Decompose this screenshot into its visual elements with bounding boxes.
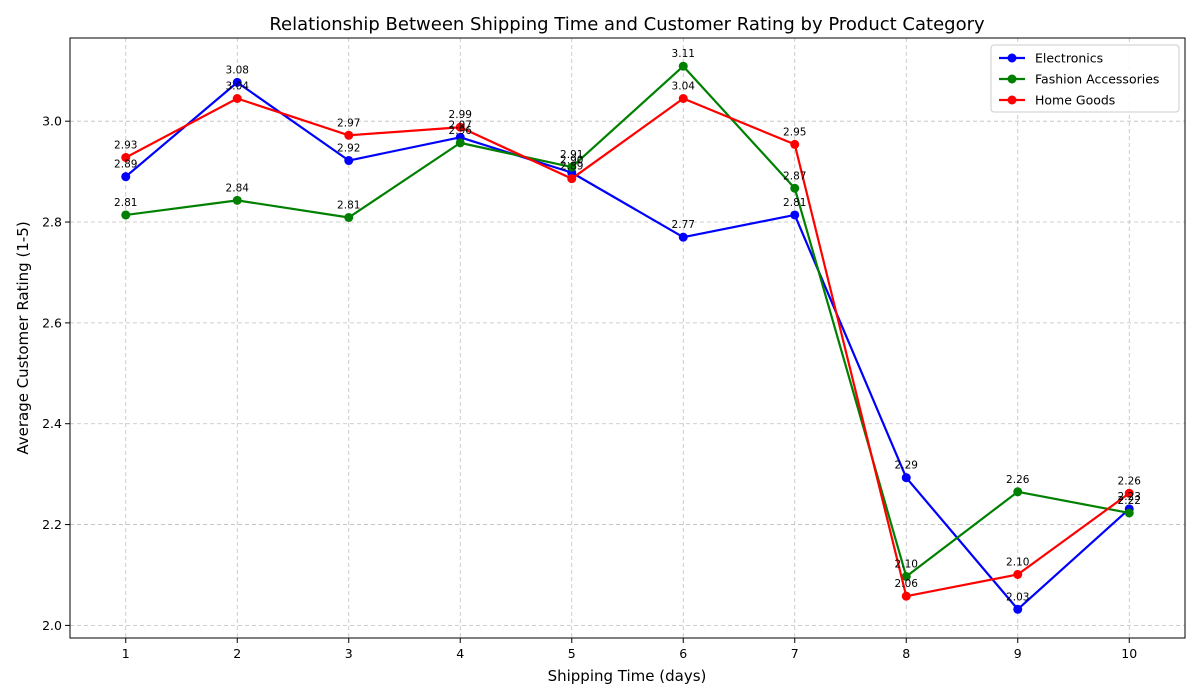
data-point [232,195,242,205]
x-tick-label: 10 [1121,646,1137,661]
y-axis-ticks: 2.0 2.2 2.4 2.6 2.8 3.0 [42,114,70,633]
legend-marker [1007,95,1017,105]
chart-title: Relationship Between Shipping Time and C… [269,14,985,35]
legend-label: Electronics [1035,51,1103,66]
series-layer [121,61,1134,614]
legend-box [990,44,1180,113]
data-labels-layer: 2.89 3.08 2.92 2.97 2.90 2.77 2.81 2.29 2.03 2.23… [114,48,1141,603]
data-label: 2.10 [1006,556,1029,568]
data-point [232,94,242,104]
data-label: 2.92 [337,143,360,155]
data-point [678,232,688,242]
data-label: 2.10 [895,558,918,570]
legend-marker [1007,74,1017,84]
data-label: 2.87 [783,170,806,182]
x-tick-label: 2 [233,646,241,661]
data-label: 2.97 [449,119,472,131]
data-point [1013,487,1023,497]
data-label: 2.29 [895,460,918,472]
x-tick-label: 4 [456,646,464,661]
x-axis-label: Shipping Time (days) [548,667,707,685]
data-label: 2.93 [114,139,137,151]
x-tick-label: 9 [1014,646,1022,661]
data-point [567,174,577,184]
data-label: 2.89 [114,159,137,171]
data-point [901,591,911,601]
legend: Electronics Fashion Accessories Home Goods [990,44,1180,113]
data-label: 2.22 [1118,495,1141,507]
y-axis-label: Average Customer Rating (1-5) [14,221,32,454]
data-point [790,139,800,149]
data-label: 2.97 [337,117,360,129]
data-label: 2.95 [783,126,806,138]
data-point [455,138,465,148]
data-label: 2.81 [114,197,137,209]
y-tick-label: 3.0 [42,114,62,129]
data-label: 2.84 [226,182,250,194]
data-point [678,61,688,71]
data-label: 2.77 [672,219,695,231]
data-label: 2.26 [1006,474,1030,486]
data-label: 2.91 [560,149,583,161]
plot-area-frame [69,37,1186,639]
data-point [1124,508,1134,518]
data-point [232,77,242,87]
series-line-2 [125,97,1130,598]
x-tick-label: 7 [791,646,799,661]
legend-label: Home Goods [1035,93,1115,108]
x-tick-label: 5 [568,646,576,661]
data-label: 2.96 [449,125,473,137]
data-point [344,130,354,140]
y-tick-label: 2.0 [42,618,62,633]
x-tick-label: 8 [902,646,910,661]
data-point [121,210,131,220]
y-tick-label: 2.6 [42,315,62,330]
x-tick-label: 3 [345,646,353,661]
data-point [678,94,688,104]
legend-marker [1007,53,1017,63]
data-label: 3.11 [672,48,695,60]
data-point [1013,569,1023,579]
data-point [121,172,131,182]
data-point [455,122,465,132]
data-label: 2.89 [560,161,583,173]
series-line-1 [125,65,1130,578]
data-point [901,473,911,483]
y-tick-label: 2.2 [42,517,62,532]
data-label: 2.99 [449,109,472,121]
data-point [1013,604,1023,614]
x-axis-ticks: 1 2 3 4 5 6 7 8 9 10 [122,638,1137,661]
data-label: 3.08 [226,64,249,76]
y-tick-label: 2.4 [42,416,62,431]
data-point [344,212,354,222]
x-tick-label: 6 [679,646,687,661]
data-point [567,162,577,172]
data-label: 2.90 [560,155,583,167]
y-tick-label: 2.8 [42,215,62,230]
data-point [1124,488,1134,498]
data-label: 3.04 [672,81,696,93]
data-label: 3.04 [226,81,250,93]
data-label: 2.03 [1006,591,1029,603]
data-label: 2.81 [783,197,806,209]
data-label: 2.26 [1118,475,1142,487]
legend-label: Fashion Accessories [1035,72,1159,87]
data-point [901,571,911,581]
data-point [790,210,800,220]
data-point [344,156,354,166]
data-label: 2.81 [337,199,360,211]
x-tick-label: 1 [122,646,130,661]
data-point [121,152,131,162]
series-line-0 [125,81,1130,611]
data-point [790,183,800,193]
data-label: 2.06 [895,578,919,590]
data-label: 2.23 [1118,491,1141,503]
